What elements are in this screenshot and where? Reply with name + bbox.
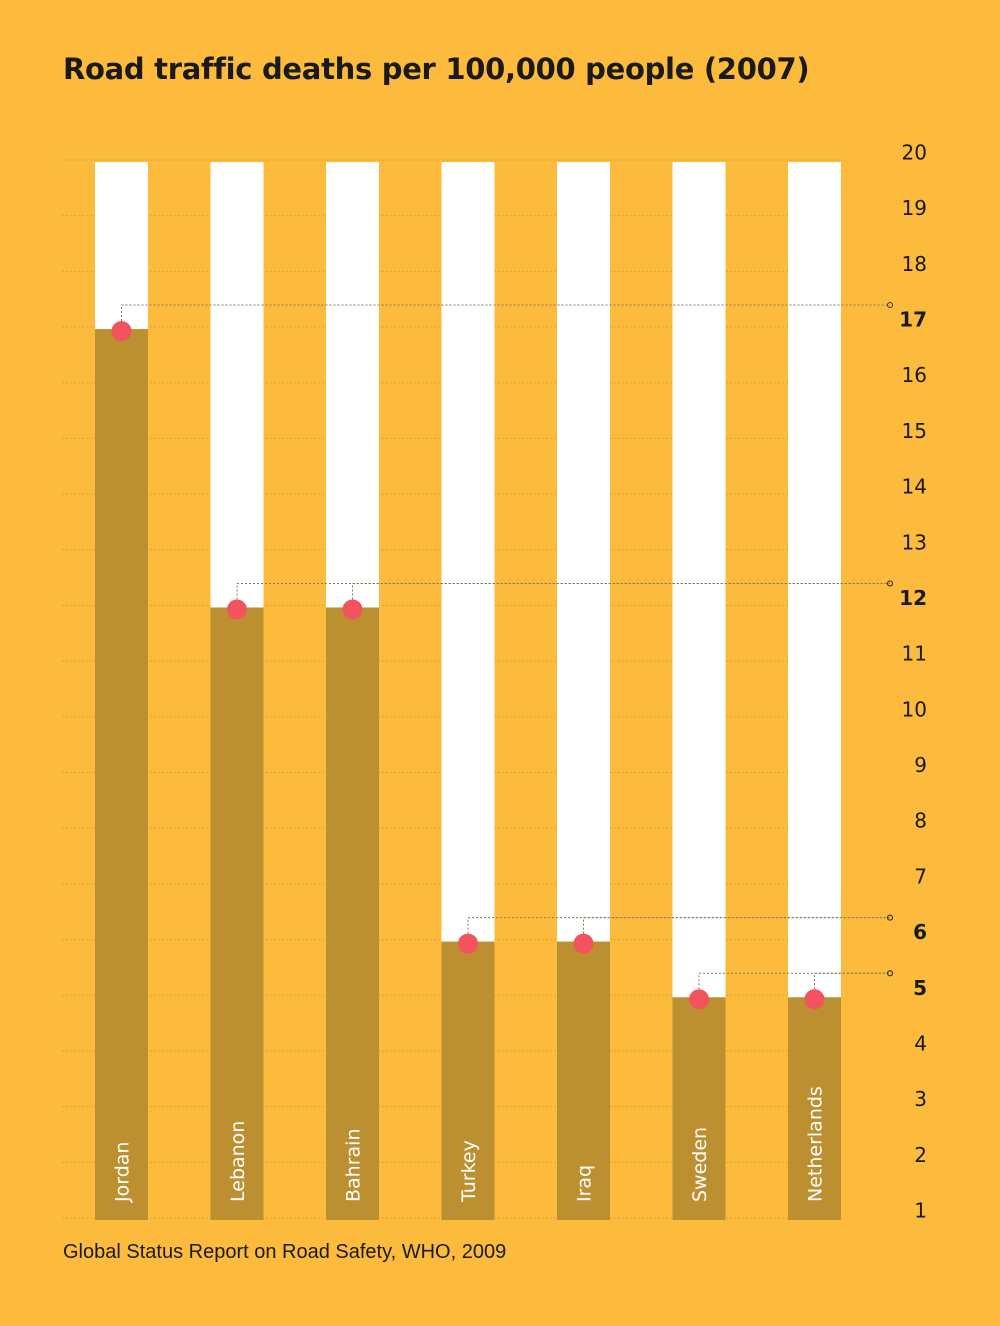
leader-line	[583, 917, 890, 942]
y-tick-label: 16	[902, 363, 927, 387]
value-marker	[689, 989, 709, 1010]
category-label: Iraq	[574, 1165, 596, 1202]
bars	[95, 329, 841, 1221]
bar	[441, 941, 495, 1220]
y-tick-label: 11	[902, 642, 927, 666]
leader-end-dot	[887, 580, 893, 587]
y-tick-label: 7	[914, 864, 927, 888]
category-label: Lebanon	[227, 1121, 249, 1202]
bar	[326, 607, 379, 1220]
leader-end-dot	[887, 914, 893, 921]
chart-title: Road traffic deaths per 100,000 people (…	[63, 52, 810, 86]
bar	[672, 997, 726, 1220]
bar	[210, 607, 264, 1220]
y-tick-label: 5	[913, 976, 927, 1000]
bar	[95, 329, 148, 1221]
y-tick-label: 4	[914, 1031, 927, 1055]
value-marker	[573, 933, 594, 954]
y-tick-label: 6	[913, 920, 927, 944]
bar	[557, 941, 610, 1220]
value-marker	[342, 599, 363, 620]
y-tick-label: 20	[902, 141, 927, 165]
y-tick-label: 10	[902, 697, 927, 721]
value-marker	[227, 599, 247, 620]
value-markers	[111, 321, 825, 1010]
y-tick-label: 13	[902, 530, 927, 554]
category-label: Sweden	[689, 1127, 711, 1202]
category-label: Bahrain	[343, 1129, 365, 1203]
category-label: Jordan	[112, 1142, 134, 1203]
category-label: Turkey	[458, 1140, 480, 1203]
value-marker	[111, 321, 132, 342]
y-tick-label: 14	[902, 475, 927, 499]
y-tick-label: 8	[914, 809, 927, 833]
y-tick-label: 17	[899, 308, 927, 332]
y-tick-label: 1	[914, 1199, 927, 1223]
y-tick-label: 2	[914, 1143, 927, 1167]
category-label: Netherlands	[805, 1086, 827, 1202]
y-tick-label: 19	[902, 196, 927, 220]
leader-end-dot	[887, 970, 893, 977]
y-tick-label: 18	[902, 252, 927, 276]
leader-end-dot	[887, 302, 893, 309]
y-tick-label: 3	[914, 1087, 927, 1111]
y-tick-label: 9	[914, 753, 927, 777]
value-marker	[458, 933, 478, 954]
y-tick-label: 15	[902, 419, 927, 443]
bar	[788, 997, 841, 1220]
source-note: Global Status Report on Road Safety, WHO…	[63, 1241, 507, 1263]
category-labels: Jordan Lebanon Bahrain Turkey Iraq Sweden Neth…	[112, 1086, 827, 1203]
y-tick-label: 12	[899, 586, 927, 610]
value-marker	[804, 989, 825, 1010]
